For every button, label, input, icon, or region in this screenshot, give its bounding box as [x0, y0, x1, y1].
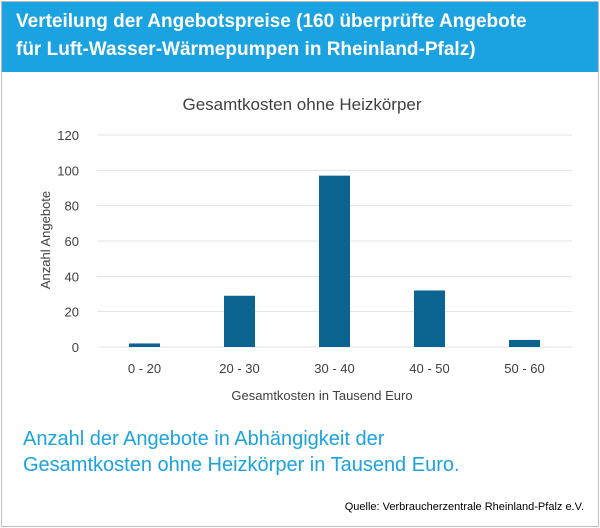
x-axis-label: Gesamtkosten in Tausend Euro: [231, 388, 412, 403]
x-tick-label: 0 - 20: [128, 361, 161, 376]
x-tick-label: 20 - 30: [219, 361, 259, 376]
bar: [129, 343, 160, 347]
x-tick-label: 30 - 40: [314, 361, 354, 376]
bar: [509, 339, 540, 347]
bar: [414, 290, 445, 347]
y-axis-label: Anzahl Angebote: [38, 191, 53, 289]
x-tick-label: 40 - 50: [409, 361, 449, 376]
header-title-line-2: für Luft-Wasser-Wärmepumpen in Rheinland…: [16, 39, 476, 60]
x-tick-labels: 0 - 20 20 - 30 30 - 40 40 - 50 50 - 60: [128, 361, 545, 376]
y-tick-label: 60: [65, 234, 79, 249]
bar: [319, 175, 350, 347]
y-tick-label: 40: [65, 269, 79, 284]
caption-line-2: Gesamtkosten ohne Heizkörper in Tausend …: [23, 454, 460, 476]
bars: [129, 175, 540, 347]
y-tick-label: 0: [72, 340, 79, 355]
source-note: Quelle: Verbraucherzentrale Rheinland-Pf…: [344, 501, 584, 513]
caption-line-1: Anzahl der Angebote in Abhängigkeit der: [23, 428, 385, 450]
y-tick-label: 100: [57, 163, 79, 178]
y-tick-labels: 0 20 40 60 80 100 120: [57, 128, 79, 355]
header-title-line-1: Verteilung der Angebotspreise (160 überp…: [16, 11, 527, 32]
header-banner: Verteilung der Angebotspreise (160 überp…: [2, 2, 598, 72]
bar: [224, 295, 255, 347]
x-tick-label: 50 - 60: [504, 361, 544, 376]
y-tick-label: 80: [65, 199, 79, 214]
y-tick-label: 20: [65, 305, 79, 320]
chart-title: Gesamtkosten ohne Heizkörper: [182, 95, 421, 114]
bar-chart: Gesamtkosten ohne Heizkörper 0 20 40 60 80 10…: [38, 95, 572, 403]
y-tick-label: 120: [57, 128, 79, 143]
